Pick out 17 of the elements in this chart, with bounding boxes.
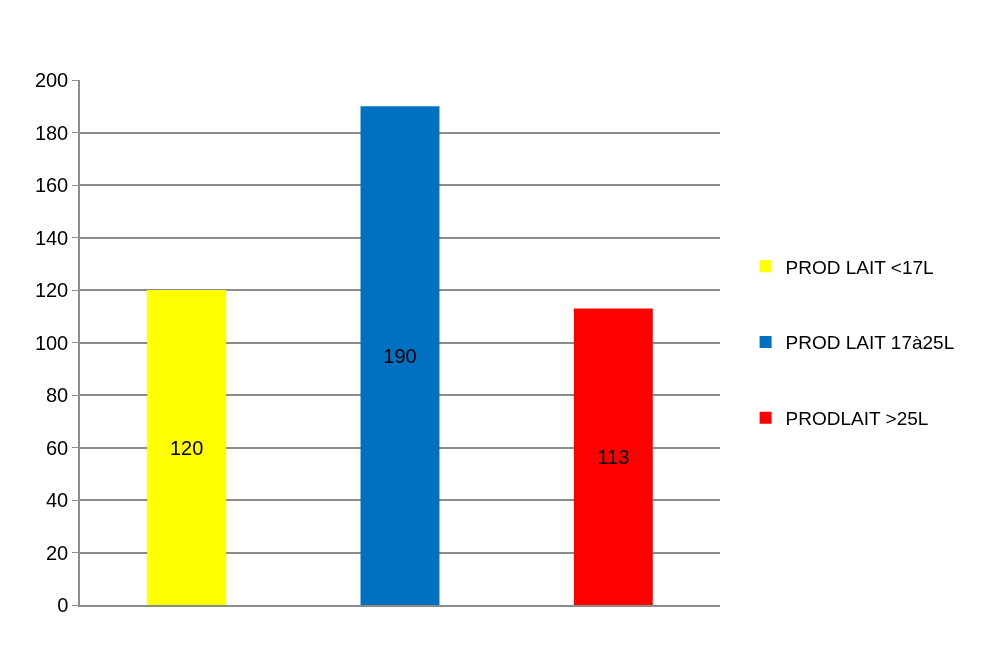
- y-tick-label: 180: [34, 121, 69, 144]
- y-tick-label: 140: [34, 226, 69, 249]
- y-tick-label: 60: [46, 436, 69, 459]
- y-tick-label: 120: [34, 279, 69, 301]
- data-label: 120: [169, 436, 204, 459]
- data-label: 113: [597, 445, 630, 468]
- y-tick-label: 100: [34, 331, 69, 354]
- data-label: 190: [383, 344, 417, 367]
- y-tick-label: 160: [34, 174, 69, 196]
- y-tick-label: 200: [34, 69, 69, 91]
- legend-label: PROD LAIT <17L: [785, 256, 934, 278]
- y-tick-label: 20: [46, 541, 69, 564]
- legend-label: PROD LAIT 17à25L: [785, 332, 955, 354]
- y-tick-label: 0: [57, 594, 69, 616]
- y-tick-label: 40: [46, 489, 69, 511]
- y-tick-label: 80: [46, 384, 69, 406]
- legend-label: PRODLAIT >25L: [785, 408, 929, 430]
